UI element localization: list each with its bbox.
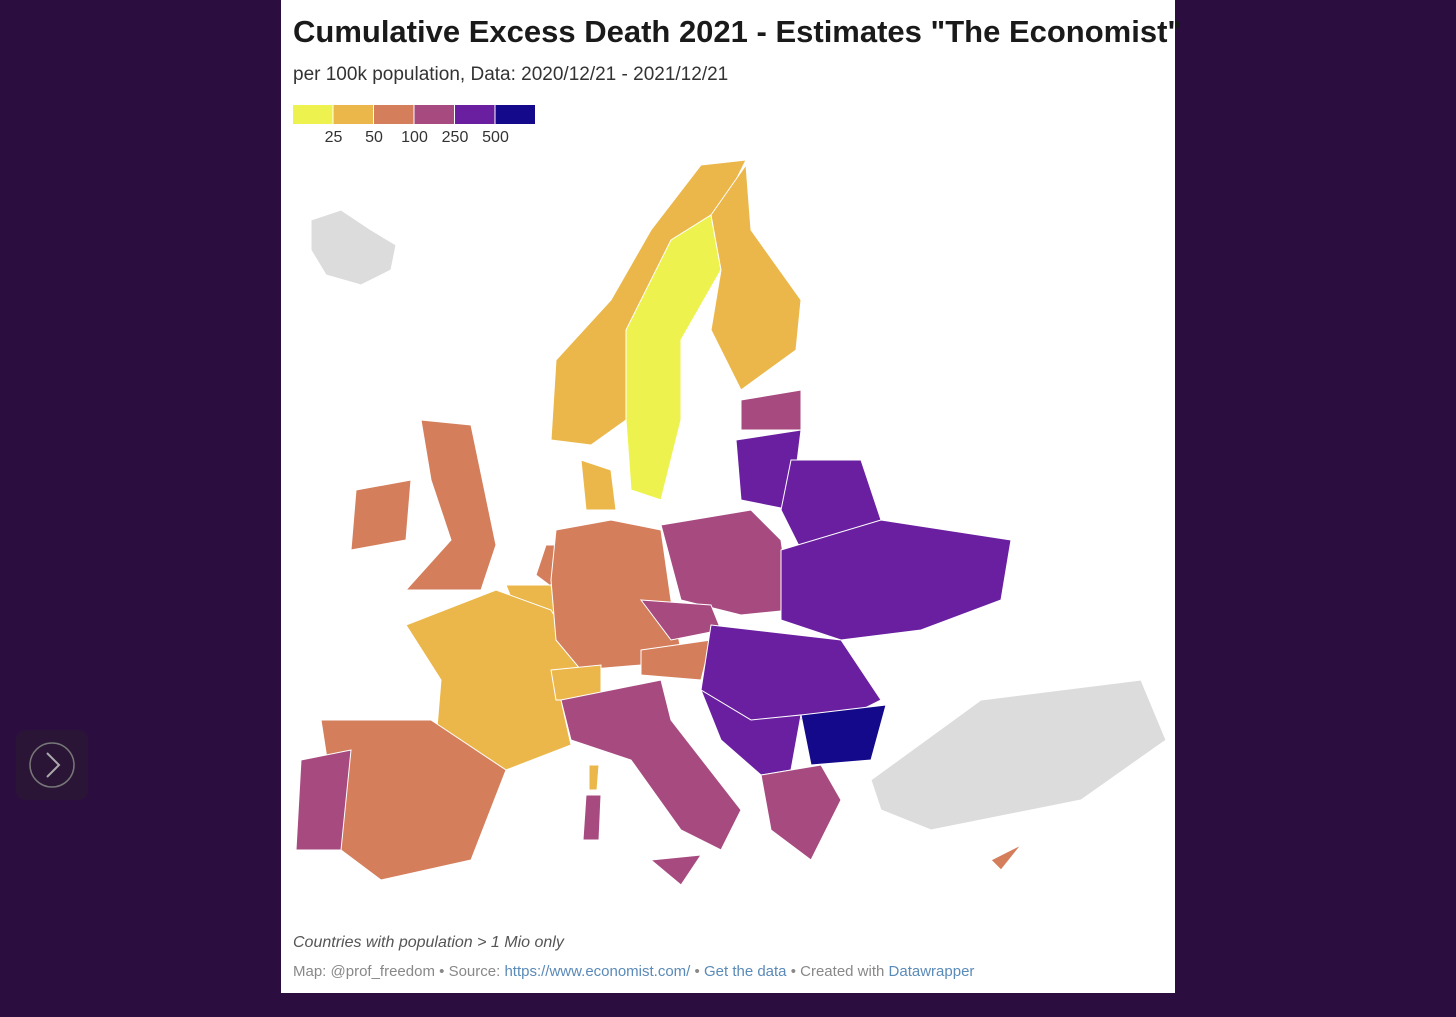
country [760, 764, 842, 861]
country [405, 589, 582, 771]
legend-swatch [374, 105, 414, 124]
legend-swatch [293, 105, 333, 124]
map: 25 50 100 250 500 [293, 105, 1167, 886]
title: Cumulative Excess Death 2021 - Estimates… [293, 14, 1183, 49]
country [404, 419, 497, 591]
legend-tick-label: 25 [325, 129, 343, 146]
legend-swatch [333, 105, 373, 124]
country [660, 509, 792, 616]
country [625, 214, 722, 501]
tool-link[interactable]: Datawrapper [888, 963, 975, 980]
byline: Map: @prof_freedom • Source: https://www… [293, 963, 974, 980]
country [780, 519, 1012, 641]
source-link[interactable]: https://www.economist.com/ [504, 963, 691, 980]
legend-tick-label: 50 [365, 129, 383, 146]
credit: Map: @prof_freedom [293, 963, 435, 980]
country [560, 679, 742, 851]
legend-tick-label: 500 [482, 129, 509, 146]
created-label: Created with [800, 963, 885, 980]
map-card: 25 50 100 250 500 Cumulative Excess Death 20… [281, 0, 1182, 993]
country [582, 794, 602, 841]
country [580, 459, 617, 511]
separator: • [790, 963, 796, 980]
footnote: Countries with population > 1 Mio only [293, 934, 564, 951]
country [310, 209, 397, 286]
country [350, 479, 412, 551]
subtitle: per 100k population, Data: 2020/12/21 - … [293, 64, 729, 85]
country [740, 389, 802, 431]
country [649, 854, 703, 886]
country [990, 844, 1022, 871]
country [710, 163, 802, 391]
separator: • [694, 963, 700, 980]
get-data-link[interactable]: Get the data [703, 963, 787, 980]
country [870, 679, 1167, 831]
next-icon [29, 742, 75, 788]
legend-tick-label: 250 [442, 129, 469, 146]
legend-swatch [414, 105, 454, 124]
source-label: Source: [448, 963, 501, 980]
separator: • [439, 963, 445, 980]
country [800, 704, 887, 766]
legend-swatch [495, 105, 535, 124]
country [588, 764, 600, 791]
next-button[interactable] [16, 730, 88, 800]
country [640, 639, 712, 681]
country [295, 749, 352, 851]
legend-swatch [455, 105, 495, 124]
legend-tick-label: 100 [401, 129, 428, 146]
